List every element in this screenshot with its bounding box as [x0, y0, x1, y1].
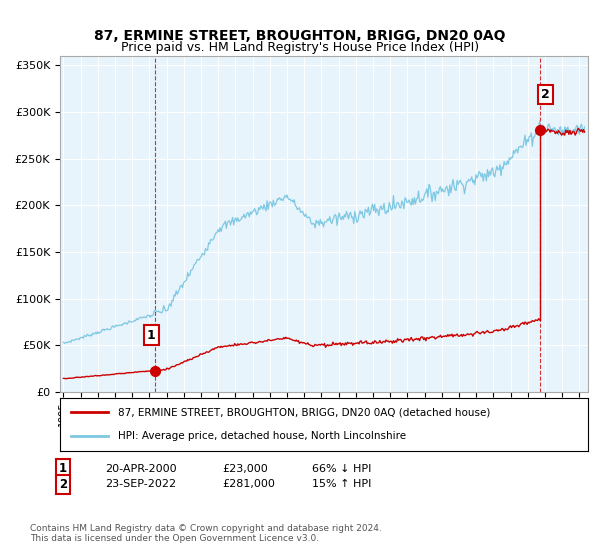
Text: 23-SEP-2022: 23-SEP-2022	[105, 479, 176, 489]
Text: 66% ↓ HPI: 66% ↓ HPI	[312, 464, 371, 474]
Text: 20-APR-2000: 20-APR-2000	[105, 464, 176, 474]
Text: Contains HM Land Registry data © Crown copyright and database right 2024.
This d: Contains HM Land Registry data © Crown c…	[30, 524, 382, 543]
Text: HPI: Average price, detached house, North Lincolnshire: HPI: Average price, detached house, Nort…	[118, 431, 406, 441]
Text: £281,000: £281,000	[222, 479, 275, 489]
Text: 15% ↑ HPI: 15% ↑ HPI	[312, 479, 371, 489]
Text: 2: 2	[59, 478, 67, 491]
Text: 1: 1	[59, 462, 67, 475]
Text: £23,000: £23,000	[222, 464, 268, 474]
Text: Price paid vs. HM Land Registry's House Price Index (HPI): Price paid vs. HM Land Registry's House …	[121, 41, 479, 54]
Text: 1: 1	[147, 329, 155, 342]
Text: 87, ERMINE STREET, BROUGHTON, BRIGG, DN20 0AQ: 87, ERMINE STREET, BROUGHTON, BRIGG, DN2…	[94, 29, 506, 44]
Text: 2: 2	[541, 88, 550, 101]
Text: 87, ERMINE STREET, BROUGHTON, BRIGG, DN20 0AQ (detached house): 87, ERMINE STREET, BROUGHTON, BRIGG, DN2…	[118, 408, 490, 418]
